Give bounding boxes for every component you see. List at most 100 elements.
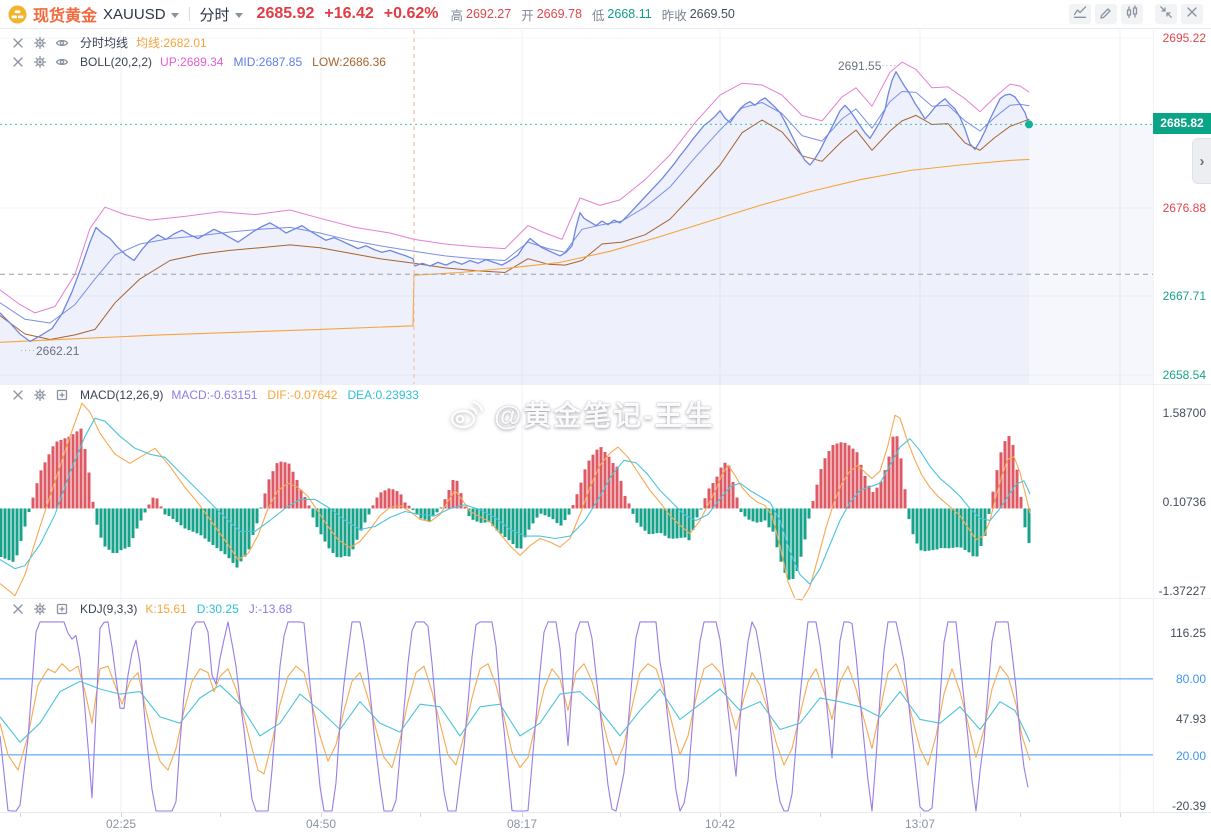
indicator-value: K:15.61 [145, 601, 187, 616]
legend-kdj: KDJ(9,3,3) K:15.61 D:30.25 J:-13.68 [10, 600, 302, 617]
stat-昨收: 昨收 2669.50 [662, 5, 735, 24]
panel-separator [0, 598, 1211, 599]
time-tick [20, 813, 21, 817]
price-annotation: 2691.55···· [838, 59, 898, 73]
price-tick-label: 2667.71 [1162, 289, 1206, 303]
legend-boll: BOLL(20,2,2) UP:2689.34 MID:2687.85 LOW:268… [10, 53, 396, 70]
toolbar-draw-button[interactable] [1095, 4, 1117, 24]
axis-separator [1153, 30, 1154, 812]
kdj-tick-label: 80.00 [1175, 672, 1206, 686]
eye-icon[interactable] [54, 35, 69, 50]
kdj-tick-label: 20.00 [1175, 749, 1206, 763]
header: 现货黄金 XAUUSD 分时 2685.92 +16.42 +0.62% 高 26… [0, 0, 1211, 29]
expand-icon[interactable] [54, 601, 69, 616]
time-tick [820, 813, 821, 817]
indicator-value: LOW:2686.36 [312, 54, 386, 69]
stat-label: 昨收 [661, 8, 687, 23]
time-axis: 02:25 04:50 08:17 10:42 13:07 [0, 812, 1211, 834]
time-label: 10:42 [704, 817, 736, 831]
time-tick [121, 813, 122, 817]
time-tick [220, 813, 221, 817]
instrument-name-cn: 现货黄金 [33, 8, 98, 25]
time-label: 02:25 [105, 817, 137, 831]
settings-icon[interactable] [32, 54, 47, 69]
stat-value: 2692.27 [466, 7, 512, 21]
close-icon[interactable] [10, 387, 25, 402]
gold-instrument-logo-icon [8, 4, 27, 24]
stat-value: 2668.11 [607, 7, 652, 21]
symbol-selector[interactable]: XAUUSD [103, 6, 179, 23]
toolbar-candlestick-button[interactable] [1121, 4, 1143, 24]
time-tick [920, 813, 921, 817]
stat-低: 低 2668.11 [592, 5, 652, 24]
indicator-name: BOLL(20,2,2) [80, 54, 153, 69]
indicator-value: 均线:2682.01 [136, 36, 207, 50]
price-tick-label: 2676.88 [1162, 201, 1206, 215]
chevron-right-icon: › [1199, 152, 1205, 170]
settings-icon[interactable] [32, 601, 47, 616]
close-icon [1185, 5, 1199, 24]
chart-area: 分时均线 均线:2682.01 BOLL(20,2,2) UP:2689.34 MID:… [0, 30, 1211, 834]
period-selector[interactable]: 分时 [200, 4, 243, 25]
chart-canvas[interactable] [0, 30, 1153, 812]
symbol-label: XAUUSD [103, 5, 166, 23]
collapse-icon [1159, 5, 1173, 24]
settings-icon[interactable] [32, 387, 47, 402]
time-tick [321, 813, 322, 817]
indicator-value: MID:2687.85 [233, 54, 303, 69]
price-change: +16.42 [324, 5, 374, 22]
line-chart-icon [1073, 5, 1087, 24]
legend-macd: MACD(12,26,9) MACD:-0.63151 DIF:-0.07642 DE… [10, 386, 429, 403]
stat-label: 低 [591, 8, 605, 23]
close-icon[interactable] [10, 35, 25, 50]
indicator-value: J:-13.68 [248, 601, 293, 616]
price-tick-label: 2658.54 [1162, 368, 1206, 382]
draw-icon [1099, 5, 1113, 24]
toolbar-collapse-button[interactable] [1155, 4, 1177, 24]
panel-expander-tab[interactable]: › [1192, 138, 1211, 184]
close-icon[interactable] [10, 54, 25, 69]
time-tick [1120, 813, 1121, 817]
stat-label: 开 [521, 8, 534, 23]
legend-ma: 分时均线 均线:2682.01 [10, 34, 217, 51]
eye-icon[interactable] [54, 54, 69, 69]
indicator-value: UP:2689.34 [160, 54, 224, 69]
toolbar-line-chart-button[interactable] [1069, 4, 1091, 24]
indicator-value: DEA:0.23933 [347, 387, 419, 402]
price-change-pct: +0.62% [383, 5, 439, 22]
kdj-tick-label: 47.93 [1175, 712, 1206, 726]
last-price: 2685.92 [256, 5, 315, 22]
macd-tick-label: -1.37227 [1158, 584, 1206, 598]
current-price-badge: 2685.82 [1153, 113, 1211, 134]
stat-label: 高 [450, 8, 464, 23]
settings-icon[interactable] [32, 35, 47, 50]
indicator-name: 分时均线 [80, 36, 129, 50]
chart-toolbar [1065, 4, 1203, 24]
time-label: 04:50 [305, 817, 337, 831]
time-tick [1020, 813, 1021, 817]
divider [188, 7, 190, 21]
price-tick-label: 2695.22 [1162, 31, 1206, 45]
indicator-name: KDJ(9,3,3) [80, 601, 138, 616]
indicator-value: D:30.25 [196, 601, 239, 616]
panel-separator [0, 384, 1211, 385]
ohlc-stats: 高 2692.27 开 2669.78 低 2668.11 昨收 2669.50 [451, 5, 745, 24]
kdj-tick-label: -20.39 [1171, 799, 1206, 813]
period-label: 分时 [199, 6, 230, 24]
close-icon[interactable] [10, 601, 25, 616]
chevron-down-icon [234, 12, 243, 18]
indicator-name: MACD(12,26,9) [80, 387, 164, 402]
indicator-value: MACD:-0.63151 [171, 387, 258, 402]
price-annotation: ····2662.21 [20, 344, 80, 358]
macd-tick-label: 1.58700 [1162, 406, 1206, 420]
stat-高: 高 2692.27 [451, 5, 512, 24]
time-label: 08:17 [506, 817, 538, 831]
toolbar-close-button[interactable] [1181, 4, 1203, 24]
time-tick [420, 813, 421, 817]
kdj-tick-label: 116.25 [1170, 626, 1206, 640]
expand-icon[interactable] [54, 387, 69, 402]
time-tick [620, 813, 621, 817]
time-tick [720, 813, 721, 817]
stat-value: 2669.50 [689, 7, 735, 21]
